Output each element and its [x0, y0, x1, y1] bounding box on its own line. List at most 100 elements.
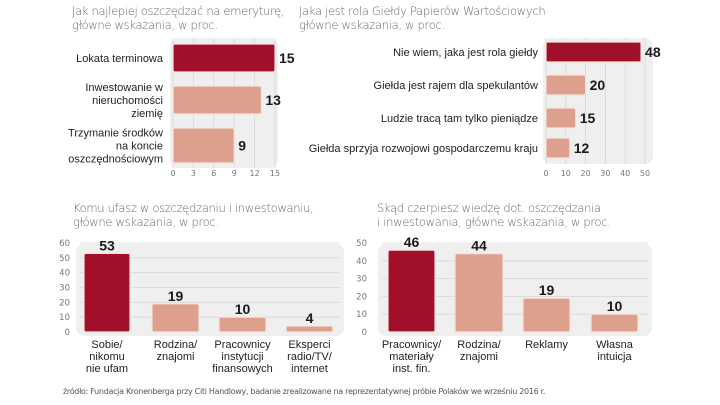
y-tick-label: 30	[356, 275, 367, 285]
bar	[172, 43, 276, 73]
title-line: główne wskazania, w proc.	[299, 18, 445, 32]
category-label: znajomi	[460, 351, 498, 363]
y-tick-label: 40	[356, 257, 367, 267]
category-label: oszczędnościowym	[68, 154, 163, 166]
category-label: Nie wiem, jaka jest rola giełdy	[393, 47, 538, 59]
bar	[545, 41, 642, 63]
y-tick-label: 0	[65, 328, 70, 338]
y-tick-label: 20	[356, 292, 367, 302]
category-label: inst. fin.	[393, 363, 431, 375]
title-line: główne wskazania, w proc.	[72, 18, 218, 32]
x-tick-label: 3	[191, 169, 196, 178]
title-line: i inwestowania, główne wskazania, w proc…	[377, 215, 611, 229]
category-label: instytucji	[221, 351, 263, 363]
bar-value-label: 13	[265, 92, 281, 108]
x-tick-label: 20	[581, 169, 591, 178]
category-label: Sobie/	[91, 339, 123, 351]
category-label: Rodzina/	[457, 339, 501, 351]
category-label: finansowych	[212, 363, 273, 375]
category-label: ziemię	[131, 108, 163, 120]
bar	[172, 85, 263, 115]
category-label: nikomu	[89, 351, 124, 363]
title-line: Jak najlepiej oszczędzać na emeryturę,	[72, 4, 285, 18]
bar	[387, 249, 436, 333]
x-tick-label: 40	[620, 169, 630, 178]
x-tick-label: 10	[561, 169, 571, 178]
x-tick-label: 15	[270, 169, 280, 178]
category-label: internet	[291, 363, 328, 375]
y-tick-label: 20	[59, 298, 70, 308]
bar-value-label: 10	[235, 301, 251, 317]
x-tick-label: 0	[543, 169, 548, 178]
bar	[83, 252, 131, 333]
category-label: znajomi	[157, 351, 195, 363]
category-label: intuicja	[597, 351, 632, 363]
bar-value-label: 19	[539, 282, 555, 298]
bar	[522, 297, 571, 333]
y-tick-label: 50	[59, 254, 70, 264]
bar	[218, 316, 267, 333]
bar-value-label: 10	[607, 298, 623, 314]
bar-value-label: 44	[471, 238, 487, 254]
y-tick-label: 10	[59, 313, 70, 323]
bar-value-label: 15	[580, 110, 596, 126]
x-tick-label: 50	[640, 169, 650, 178]
title-line: Komu ufasz w oszczędzaniu i inwestowaniu…	[73, 201, 314, 215]
x-tick-label: 6	[211, 169, 216, 178]
category-label: radio/TV/	[287, 351, 333, 363]
chart-title-wiedza: Skąd czerpiesz wiedzę dot. oszczędzania …	[377, 201, 611, 229]
chart-title-emerytura: Jak najlepiej oszczędzać na emeryturę, g…	[72, 4, 285, 32]
bar	[545, 74, 587, 96]
x-tick-label: 30	[600, 169, 610, 178]
category-label: Pracownicy	[214, 339, 271, 351]
y-tick-label: 10	[356, 310, 367, 320]
category-label: na koncie	[116, 141, 163, 153]
category-label: Ludzie tracą tam tylko pieniądze	[381, 113, 538, 125]
bar	[545, 137, 571, 159]
category-label: Eksperci	[288, 339, 330, 351]
category-label: Trzymanie środków	[68, 128, 163, 140]
y-tick-label: 0	[362, 328, 367, 338]
bar-value-label: 53	[99, 237, 115, 253]
category-label: Giełda sprzyja rozwojowi gospodarczemu k…	[309, 143, 538, 155]
category-label: Reklamy	[525, 339, 568, 351]
category-label: Inwestowanie w	[85, 82, 163, 94]
title-line: Jaka jest rola Giełdy Papierów Wartościo…	[299, 4, 546, 18]
bar	[545, 107, 577, 129]
bar-value-label: 20	[590, 77, 606, 93]
x-tick-label: 0	[170, 169, 175, 178]
bar	[151, 303, 200, 333]
bar-value-label: 15	[279, 50, 295, 66]
bar-value-label: 46	[404, 234, 420, 250]
category-label: Własna	[596, 339, 634, 351]
category-label: nie ufam	[86, 363, 128, 375]
x-tick-label: 9	[232, 169, 237, 178]
bar-value-label: 48	[645, 44, 661, 60]
chart-title-gielda: Jaka jest rola Giełdy Papierów Wartościo…	[299, 4, 546, 32]
category-label: Rodzina/	[154, 339, 198, 351]
title-line: Skąd czerpiesz wiedzę dot. oszczędzania	[377, 201, 601, 215]
y-tick-label: 50	[356, 239, 367, 249]
y-tick-label: 40	[59, 269, 70, 279]
bar	[454, 253, 504, 333]
bar	[285, 325, 334, 333]
title-line: główne wskazania, w proc.	[73, 215, 219, 229]
y-tick-label: 60	[59, 239, 70, 249]
category-label: Giełda jest rajem dla spekulantów	[374, 80, 539, 92]
bar-value-label: 19	[168, 288, 184, 304]
category-label: Lokata terminowa	[76, 53, 164, 65]
x-tick-label: 12	[250, 169, 260, 178]
bar-value-label: 9	[238, 138, 246, 154]
y-tick-label: 30	[59, 284, 70, 294]
plot-background	[378, 244, 652, 336]
category-label: materiały	[389, 351, 434, 363]
bar	[590, 313, 639, 333]
bar-value-label: 4	[306, 310, 314, 326]
source-footnote: źródło: Fundacja Kronenberga przy Citi H…	[63, 387, 546, 396]
bar-value-label: 12	[574, 140, 590, 156]
category-label: Pracownicy/	[382, 339, 442, 351]
chart-title-zaufanie: Komu ufasz w oszczędzaniu i inwestowaniu…	[73, 201, 314, 229]
plot-background	[76, 244, 344, 336]
bar	[172, 127, 235, 164]
